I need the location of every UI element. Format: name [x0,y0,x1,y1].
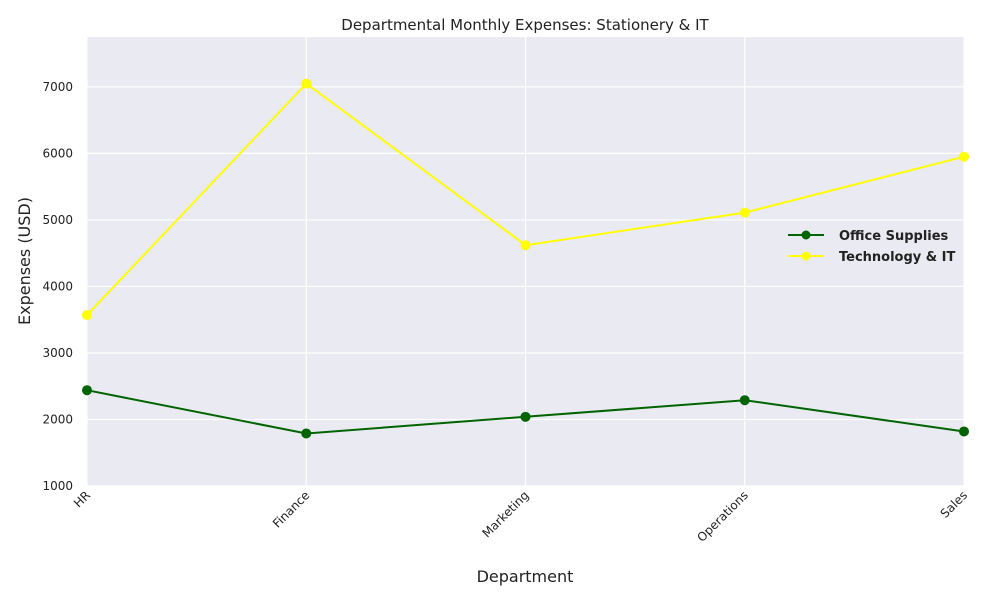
legend-label: Technology & IT [839,250,955,265]
y-tick-label: 6000 [42,146,73,160]
x-tick-labels: HR Finance Marketing Operations Sales [71,488,970,545]
x-tick-label: Marketing [479,488,531,540]
x-tick-label: Finance [270,488,312,530]
data-point [739,395,750,406]
y-axis-title: Expenses (USD) [15,197,34,325]
y-tick-label: 1000 [42,479,73,493]
x-tick-label: Operations [694,488,751,545]
data-point [959,151,969,162]
chart-title: Departmental Monthly Expenses: Stationer… [341,16,709,34]
data-point [82,385,92,396]
legend-marker [801,251,811,261]
legend-label: Office Supplies [839,229,949,244]
y-tick-label: 3000 [42,346,73,360]
data-point [301,78,312,89]
x-axis-title: Department [477,567,574,586]
data-point [520,411,531,422]
y-tick-labels: 1000 2000 3000 4000 5000 6000 7000 [42,80,73,493]
legend-marker [801,230,811,240]
data-point [82,310,92,321]
data-point [739,207,750,218]
y-tick-label: 7000 [42,80,73,94]
series-layer [82,78,969,439]
y-tick-label: 5000 [42,213,73,227]
legend: Office Supplies Technology & IT [788,229,955,265]
data-point [520,240,531,251]
data-point [959,426,969,437]
x-tick-label: Sales [938,488,970,520]
data-point [301,428,312,439]
x-tick-label: HR [71,488,93,510]
y-tick-label: 2000 [42,412,73,426]
y-tick-label: 4000 [42,279,73,293]
